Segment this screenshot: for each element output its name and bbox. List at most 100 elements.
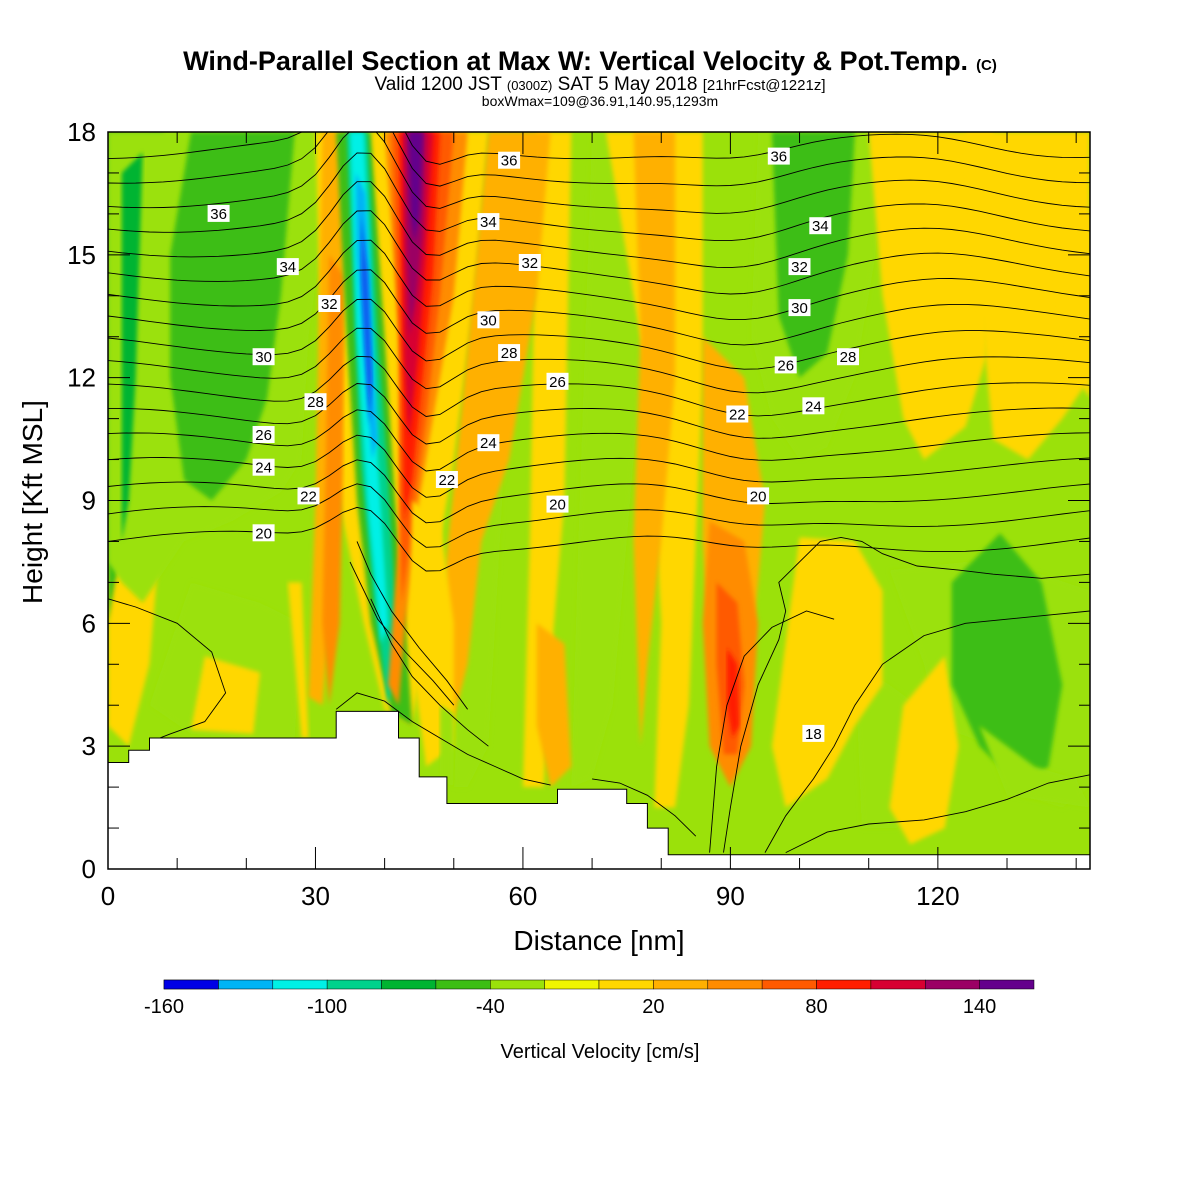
theta-contour-line	[108, 132, 1090, 165]
theta-label: 30	[252, 348, 275, 366]
theta-contour-line	[108, 181, 1090, 269]
colorbar-swatch	[707, 979, 763, 990]
theta-label-text: 22	[300, 488, 317, 505]
x-tick-label: 120	[916, 881, 959, 911]
theta-contour-line	[356, 541, 468, 710]
theta-contour-line	[709, 610, 835, 853]
velocity-region--150	[361, 213, 373, 427]
theta-label-bg	[252, 348, 275, 366]
theta-label-text: 32	[321, 296, 338, 313]
theta-label-bg	[726, 405, 749, 423]
chart-title: Wind-Parallel Section at Max W: Vertical…	[183, 46, 968, 76]
colorbar-tick-label: 80	[805, 996, 827, 1018]
subtitle-forecast: [21hrFcst@1221z]	[703, 77, 826, 94]
theta-label-bg	[498, 344, 521, 362]
theta-contour-line	[108, 409, 1090, 472]
theta-label-bg	[767, 147, 790, 165]
theta-label-text: 22	[439, 472, 456, 489]
svg-text:Wind-Parallel Section at Max W: Wind-Parallel Section at Max W: Vertical…	[183, 46, 997, 76]
theta-label-bg	[252, 524, 275, 542]
theta-label: 22	[435, 471, 458, 489]
theta-contour-labels: 3634323028262422203634323028262422203634…	[207, 147, 859, 743]
theta-label: 28	[837, 348, 859, 366]
theta-contour-line	[108, 152, 1090, 242]
colorbar-label: Vertical Velocity [cm/s]	[501, 1041, 700, 1063]
theta-contour-line	[370, 598, 489, 747]
colorbar-swatch	[544, 979, 600, 990]
theta-label: 36	[767, 147, 790, 166]
theta-contour-line	[785, 774, 1090, 854]
colorbar-tick-label: 140	[963, 996, 996, 1018]
colorbar-swatch	[272, 979, 328, 990]
theta-contour-line	[108, 459, 1090, 524]
theta-label-text: 36	[210, 206, 227, 223]
theta-label: 24	[802, 397, 825, 415]
theta-label: 22	[726, 405, 749, 424]
colorbar-swatch	[435, 979, 491, 990]
velocity-region--30	[979, 725, 1090, 808]
theta-label-text: 20	[255, 525, 272, 542]
x-tick-label: 0	[101, 881, 115, 911]
theta-label-text: 34	[812, 218, 829, 235]
theta-label: 20	[747, 487, 770, 505]
colorbar-swatch	[326, 979, 382, 990]
colorbar-swatch	[761, 979, 817, 990]
colorbar: -160 -100 -40 20 80 140	[144, 979, 1035, 1018]
colorbar-swatch	[870, 979, 926, 990]
theta-label-text: 36	[501, 153, 518, 170]
theta-contour-line	[108, 598, 227, 743]
theta-label-text: 26	[255, 427, 272, 444]
velocity-region-90	[726, 647, 740, 738]
colorbar-swatch	[598, 979, 654, 990]
theta-label-text: 30	[791, 300, 808, 317]
colorbar-swatch	[653, 979, 709, 990]
theta-label: 18	[802, 724, 825, 743]
y-tick-label: 15	[67, 240, 96, 270]
theta-label: 34	[276, 258, 299, 276]
theta-contour-line	[108, 327, 1090, 394]
x-tick-label: 90	[716, 881, 745, 911]
theta-label-bg	[747, 487, 770, 505]
theta-label: 32	[518, 254, 541, 272]
theta-label-bg	[518, 254, 541, 271]
theta-label-bg	[837, 348, 859, 366]
theta-label: 24	[252, 458, 275, 477]
velocity-region-30	[633, 132, 676, 747]
theta-label-bg	[477, 213, 500, 231]
colorbar-swatch	[163, 979, 219, 990]
theta-contour-line	[764, 610, 1090, 853]
theta-label-text: 24	[805, 398, 822, 415]
theta-contour-line	[108, 355, 1090, 417]
theta-label: 24	[477, 434, 500, 452]
velocity-region--30	[439, 705, 454, 788]
theta-label-text: 36	[770, 149, 787, 166]
velocity-region-30	[536, 623, 572, 788]
theta-contours	[108, 132, 1090, 854]
theta-label: 34	[477, 213, 500, 231]
theta-label-text: 32	[791, 259, 808, 276]
theta-contour-line	[108, 269, 1090, 346]
colorbar-swatch	[816, 979, 872, 990]
y-tick-label: 12	[67, 363, 96, 393]
colorbar-swatch	[490, 979, 545, 990]
theta-label-bg	[802, 397, 825, 415]
theta-label: 36	[207, 204, 230, 223]
theta-label-bg	[477, 311, 500, 329]
colorbar-swatch	[381, 979, 437, 990]
theta-label-bg	[809, 217, 832, 235]
theta-label-text: 18	[805, 726, 822, 743]
theta-label-bg	[435, 471, 458, 488]
theta-label-bg	[802, 724, 825, 742]
theta-label-text: 24	[480, 435, 497, 452]
theta-contour-line	[108, 383, 1090, 445]
theta-contour-line	[108, 132, 1090, 187]
colorbar-swatch	[218, 979, 274, 990]
x-axis-label: Distance [nm]	[513, 925, 684, 956]
theta-contour-line	[108, 132, 1090, 214]
velocity-region-10	[1048, 213, 1090, 399]
theta-label-bg	[788, 258, 811, 276]
theta-label-bg	[252, 458, 275, 476]
theta-label-text: 24	[255, 460, 272, 477]
